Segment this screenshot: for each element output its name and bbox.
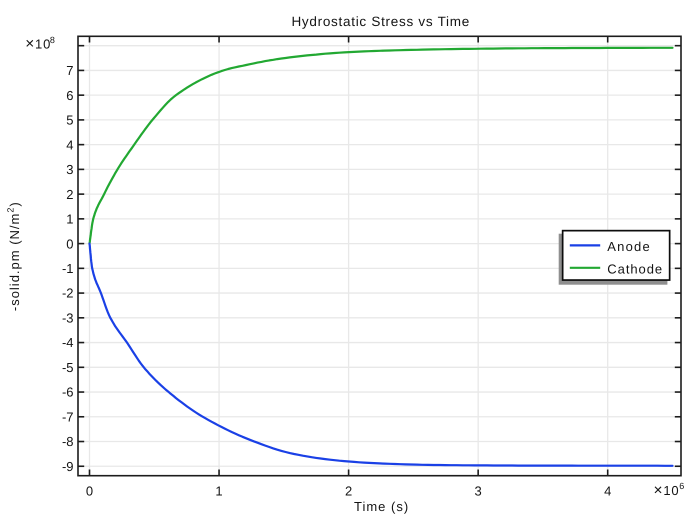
svg-text:-7: -7: [62, 409, 74, 424]
svg-text:×10: ×10: [654, 482, 680, 499]
svg-text:2: 2: [66, 187, 73, 202]
svg-text:7: 7: [66, 63, 73, 78]
svg-text:6: 6: [66, 88, 73, 103]
svg-text:-9: -9: [62, 459, 74, 474]
svg-text:-1: -1: [62, 261, 74, 276]
svg-text:1: 1: [215, 483, 222, 498]
svg-text:8: 8: [50, 35, 55, 45]
svg-text:1: 1: [66, 212, 73, 227]
svg-text:-solid.pm (N/m2): -solid.pm (N/m2): [6, 201, 23, 311]
svg-text:Anode: Anode: [607, 239, 651, 254]
svg-text:5: 5: [66, 113, 73, 128]
svg-text:4: 4: [66, 137, 73, 152]
svg-text:3: 3: [475, 483, 482, 498]
svg-text:-4: -4: [62, 335, 74, 350]
svg-text:×10: ×10: [25, 36, 51, 53]
svg-text:3: 3: [66, 162, 73, 177]
svg-text:Hydrostatic Stress vs Time: Hydrostatic Stress vs Time: [291, 14, 470, 29]
svg-text:-5: -5: [62, 360, 74, 375]
svg-text:-2: -2: [62, 286, 74, 301]
svg-text:Time (s): Time (s): [354, 499, 409, 514]
svg-text:-6: -6: [62, 385, 74, 400]
svg-text:0: 0: [86, 483, 93, 498]
svg-text:Cathode: Cathode: [607, 261, 663, 276]
svg-text:-8: -8: [62, 434, 74, 449]
svg-text:2: 2: [345, 483, 352, 498]
svg-text:0: 0: [66, 236, 73, 251]
svg-text:-3: -3: [62, 310, 74, 325]
svg-text:6: 6: [679, 481, 684, 491]
svg-text:4: 4: [604, 483, 611, 498]
